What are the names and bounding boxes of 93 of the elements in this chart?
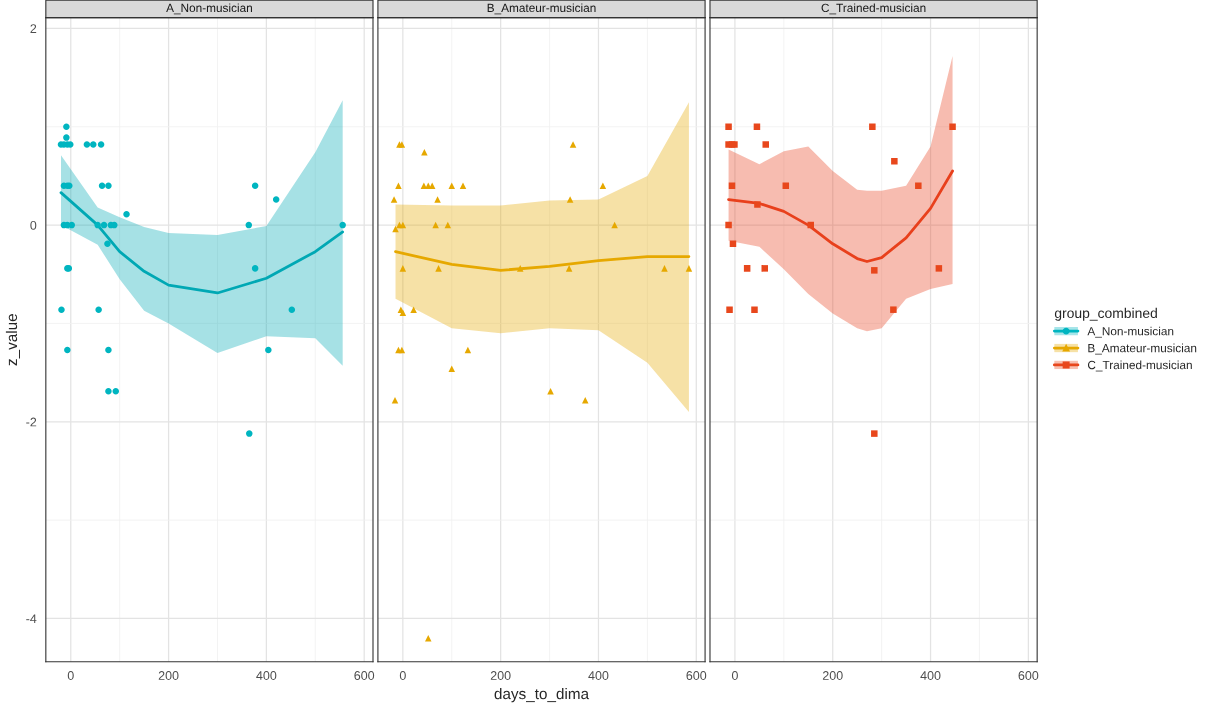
point [399, 265, 407, 272]
point [516, 265, 524, 272]
point [421, 149, 428, 156]
point [599, 182, 607, 190]
x-tick-label: 200 [490, 671, 511, 680]
x-tick-label: 0 [67, 671, 74, 680]
point [762, 141, 769, 148]
y-tick-label: 2 [30, 24, 37, 33]
point [448, 365, 456, 372]
point [83, 141, 91, 148]
point [871, 430, 878, 437]
point [100, 221, 108, 229]
point [94, 221, 101, 229]
point [399, 221, 407, 229]
x-tick-label: 600 [1018, 671, 1039, 680]
point [661, 265, 668, 272]
point [751, 306, 758, 313]
point [448, 182, 456, 190]
x-axis-title: days_to_dima [494, 688, 590, 703]
point [761, 265, 769, 272]
y-tick-label: -4 [26, 614, 37, 624]
point [246, 430, 253, 437]
point [90, 141, 97, 148]
y-tick-label: 0 [30, 220, 37, 230]
line-series [59, 191, 345, 295]
point [754, 201, 761, 208]
x-tick-label: 400 [588, 671, 609, 680]
point [95, 306, 102, 313]
point [68, 221, 75, 229]
x-tick-label: 600 [686, 671, 707, 680]
point [547, 388, 554, 395]
legend-label: A_Non-musician [1087, 326, 1174, 338]
legend-title: group_combined [1054, 307, 1157, 321]
point [105, 182, 112, 190]
point [915, 182, 922, 190]
x-tick-label: 200 [822, 671, 843, 680]
point [890, 306, 897, 313]
point [63, 123, 70, 131]
point [98, 182, 106, 190]
point [251, 182, 259, 190]
point [97, 141, 105, 148]
point [123, 211, 130, 218]
point [869, 123, 876, 131]
x-tick-label: 400 [920, 671, 941, 680]
legend-label: C_Trained-musician [1087, 360, 1192, 372]
point [566, 196, 574, 203]
legend-label: B_Amateur-musician [1088, 343, 1197, 355]
point [111, 221, 118, 229]
point [435, 265, 442, 272]
point [891, 157, 898, 165]
point [390, 196, 398, 203]
point [272, 196, 280, 203]
point [582, 396, 589, 404]
point [58, 306, 65, 313]
point [743, 265, 751, 272]
point [395, 182, 402, 190]
point [112, 388, 120, 395]
point [725, 221, 732, 229]
point [245, 221, 253, 229]
point [459, 182, 467, 190]
point [251, 265, 259, 272]
point [726, 306, 733, 313]
point [425, 634, 432, 642]
point [105, 346, 112, 354]
x-tick-label: 0 [399, 671, 406, 680]
point [105, 388, 112, 395]
point [104, 240, 111, 248]
point [64, 346, 71, 354]
point [434, 196, 441, 203]
chart-title: B_Amateur-musician [487, 3, 596, 15]
point [725, 123, 732, 131]
x-tick-label: 600 [354, 671, 375, 680]
point [288, 306, 296, 313]
x-tick-label: 400 [256, 671, 277, 680]
chart-title: C_Trained-musician [821, 3, 926, 15]
y-tick-label: -2 [26, 417, 37, 427]
x-tick-label: 200 [158, 671, 179, 680]
point [339, 221, 346, 229]
chart-title: A_Non-musician [166, 3, 252, 15]
point [935, 265, 943, 272]
y-axis-title: z_value [5, 314, 20, 366]
point [410, 306, 417, 313]
point [685, 265, 693, 272]
point [63, 134, 70, 141]
point [464, 346, 472, 354]
point [569, 141, 577, 148]
x-tick-label: 0 [731, 671, 738, 680]
point [949, 123, 956, 131]
point [398, 346, 406, 354]
point [265, 346, 272, 354]
point [871, 267, 878, 274]
point [807, 221, 814, 229]
point [565, 265, 573, 272]
